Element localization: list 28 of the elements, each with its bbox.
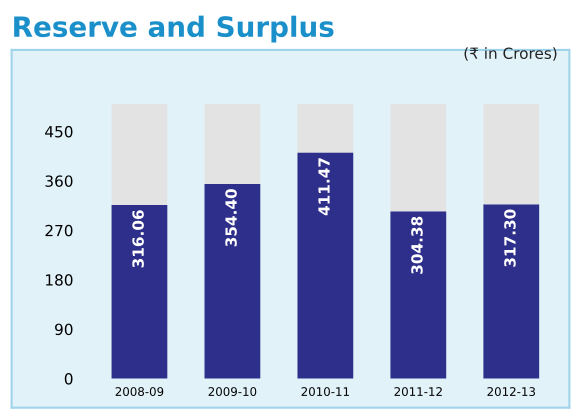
- x-tick-label: 2010-11: [302, 387, 349, 396]
- y-tick-label: 450: [45, 126, 72, 138]
- data-label: 354.40: [225, 189, 237, 246]
- data-label: 317.30: [504, 209, 516, 267]
- data-label: 304.38: [411, 216, 423, 274]
- bar: [483, 104, 540, 204]
- bar: [483, 204, 540, 379]
- bar: [204, 104, 260, 184]
- y-tick-label: 90: [55, 324, 72, 336]
- x-tick-label: 2008-09: [116, 387, 164, 396]
- bar: [112, 104, 168, 206]
- chart-title: Reserve and Surplus: [14, 16, 334, 43]
- bar: [390, 104, 446, 212]
- bar: [112, 205, 168, 379]
- bar: [390, 211, 446, 379]
- bar: [297, 152, 354, 379]
- y-tick-label: 360: [46, 175, 72, 187]
- y-tick-label: 270: [45, 224, 72, 236]
- x-tick-label: 2011-12: [394, 387, 442, 396]
- bar: [297, 104, 354, 153]
- y-tick-label: 180: [46, 274, 72, 286]
- text: (₹ in Crores): [464, 47, 556, 61]
- bar: [204, 184, 260, 379]
- x-tick-label: 2009-10: [208, 387, 256, 396]
- data-label: 316.06: [132, 210, 144, 268]
- data-label: 411.47: [318, 158, 330, 216]
- y-tick-label: 0: [64, 373, 72, 385]
- x-tick-label: 2012-13: [487, 387, 535, 396]
